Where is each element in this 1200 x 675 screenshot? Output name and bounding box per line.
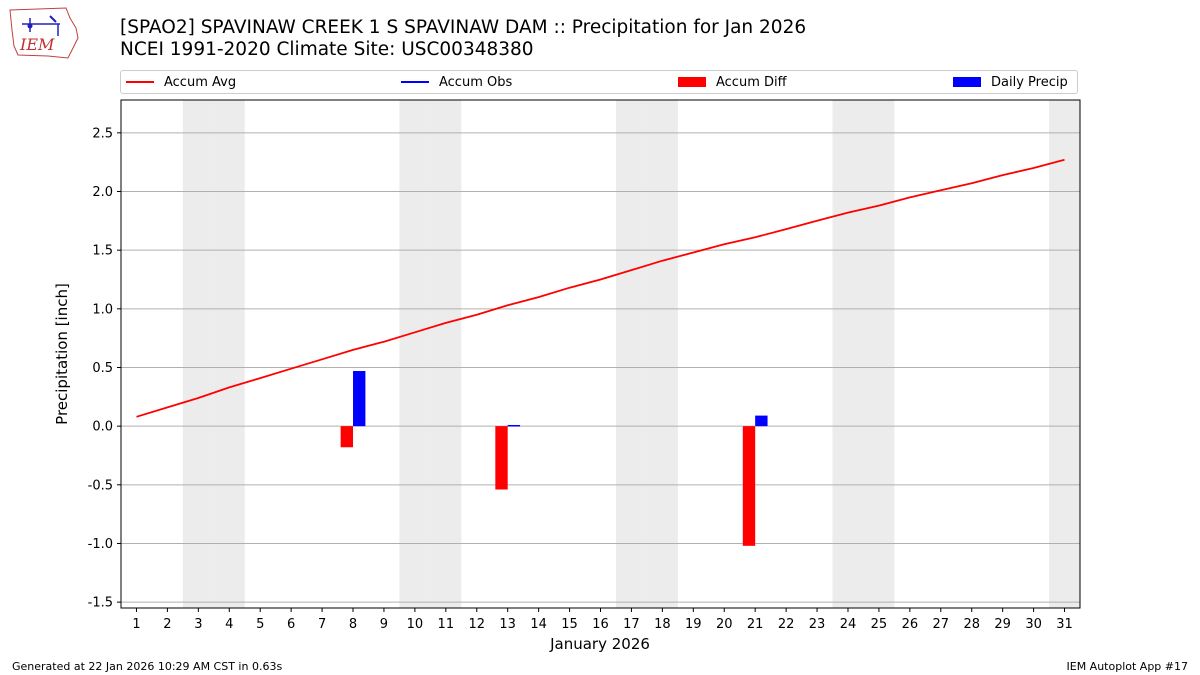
y-tick-label: -1.5	[88, 596, 113, 611]
logo-text: IEM	[19, 35, 55, 54]
weekend-shading	[182, 100, 1080, 608]
y-tick-label: 1.0	[92, 302, 113, 317]
x-tick-label: 2	[163, 617, 171, 632]
x-tick-label: 22	[778, 617, 795, 632]
title-line-1: [SPAO2] SPAVINAW CREEK 1 S SPAVINAW DAM …	[120, 17, 807, 38]
x-tick-label: 16	[592, 617, 609, 632]
x-tick-label: 9	[380, 617, 388, 632]
legend: Accum Avg Accum Obs Accum Diff Daily Pre…	[120, 70, 1078, 94]
plot-frame	[120, 99, 1081, 609]
chart-title: [SPAO2] SPAVINAW CREEK 1 S SPAVINAW DAM …	[120, 17, 806, 61]
y-tick-label: 0.5	[92, 361, 113, 376]
iem-logo: IEM	[9, 7, 79, 59]
y-axis-ticks: -1.5 -1.0 -0.5 0.0 0.5 1.0 1.5 2.0 2.5	[88, 126, 121, 611]
x-tick-label: 3	[194, 617, 202, 632]
x-tick-label: 26	[902, 617, 919, 632]
x-tick-label: 11	[438, 617, 455, 632]
bars	[340, 371, 768, 546]
weekend-band-day-11	[430, 100, 462, 608]
weekend-band-day-10	[399, 100, 431, 608]
x-tick-label: 4	[225, 617, 233, 632]
y-tick-label: 2.5	[92, 126, 113, 141]
legend-label-daily-precip: Daily Precip	[991, 74, 1068, 90]
legend-swatch-daily-precip	[953, 77, 981, 87]
x-axis-label: January 2026	[549, 635, 650, 653]
grid-lines	[121, 132, 1080, 603]
x-tick-label: 7	[318, 617, 326, 632]
x-tick-label: 31	[1056, 617, 1073, 632]
x-tick-label: 6	[287, 617, 295, 632]
weekend-band-day-17	[615, 100, 647, 608]
footer-app: IEM Autoplot App #17	[1066, 660, 1189, 673]
x-tick-label: 15	[561, 617, 578, 632]
weekend-band-day-3	[182, 100, 214, 608]
legend-swatch-accum-diff	[678, 77, 706, 87]
weekend-band-day-4	[213, 100, 245, 608]
x-tick-label: 12	[468, 617, 485, 632]
y-tick-label: -0.5	[88, 478, 113, 493]
x-tick-label: 30	[1025, 617, 1042, 632]
x-tick-label: 20	[716, 617, 733, 632]
y-tick-label: 0.0	[92, 420, 113, 435]
x-tick-label: 21	[747, 617, 764, 632]
x-tick-label: 28	[963, 617, 980, 632]
accum-avg-line	[136, 158, 1065, 418]
x-tick-label: 29	[994, 617, 1011, 632]
weekend-band-day-31	[1049, 100, 1080, 608]
legend-label-accum-diff: Accum Diff	[716, 74, 787, 90]
legend-label-accum-avg: Accum Avg	[164, 74, 237, 90]
title-line-2: NCEI 1991-2020 Climate Site: USC00348380	[120, 39, 534, 60]
y-tick-label: 2.0	[92, 185, 113, 200]
y-tick-label: 1.5	[92, 244, 113, 259]
weekend-band-day-18	[646, 100, 678, 608]
daily-precip-bar	[353, 371, 366, 427]
x-tick-label: 17	[623, 617, 640, 632]
x-tick-label: 25	[871, 617, 888, 632]
x-tick-label: 10	[407, 617, 424, 632]
x-tick-label: 23	[809, 617, 826, 632]
legend-swatch-accum-avg	[126, 81, 154, 83]
accum-diff-bar	[742, 426, 756, 546]
x-tick-label: 14	[530, 617, 547, 632]
y-axis-label: Precipitation [inch]	[53, 283, 71, 425]
legend-item-accum-obs: Accum Obs	[401, 71, 512, 93]
x-tick-label: 1	[132, 617, 140, 632]
legend-item-accum-diff: Accum Diff	[678, 71, 787, 93]
x-tick-label: 24	[840, 617, 857, 632]
x-tick-label: 18	[654, 617, 671, 632]
accum-avg-line-group	[136, 158, 1065, 418]
accum-diff-bar	[495, 426, 508, 490]
daily-precip-bar	[755, 415, 768, 427]
x-tick-label: 19	[685, 617, 702, 632]
legend-swatch-accum-obs	[401, 81, 429, 83]
daily-precip-bar	[507, 424, 521, 427]
weekend-band-day-24	[832, 100, 864, 608]
legend-label-accum-obs: Accum Obs	[439, 74, 513, 90]
x-tick-label: 13	[499, 617, 516, 632]
x-axis-ticks: 1 2 3 4 5 6 7 8 9 10 11 12 13 14 15 16 17 18 19 20 21 22 23 24 2…	[132, 608, 1073, 632]
weekend-band-day-25	[863, 100, 895, 608]
legend-item-daily-precip: Daily Precip	[953, 71, 1068, 93]
accum-diff-bar	[340, 426, 354, 448]
legend-item-accum-avg: Accum Avg	[126, 71, 236, 93]
y-tick-label: -1.0	[88, 537, 113, 552]
x-tick-label: 5	[256, 617, 264, 632]
footer-generated: Generated at 22 Jan 2026 10:29 AM CST in…	[12, 660, 283, 673]
x-tick-label: 27	[933, 617, 950, 632]
x-tick-label: 8	[349, 617, 357, 632]
